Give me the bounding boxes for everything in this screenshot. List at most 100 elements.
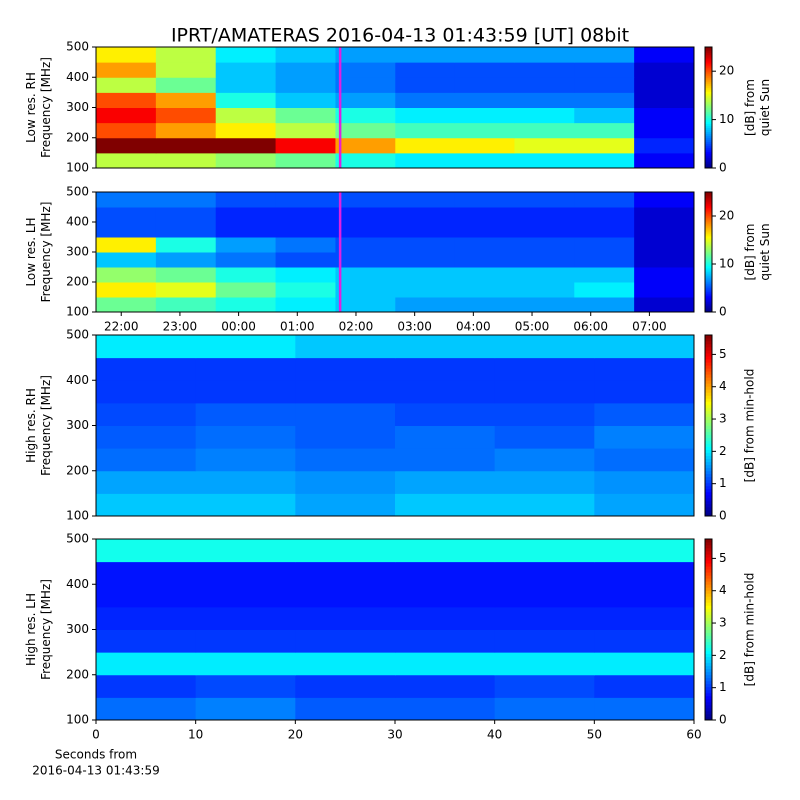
colorbar-step bbox=[705, 258, 712, 261]
colorbar-step bbox=[705, 65, 712, 68]
colorbar-step bbox=[705, 59, 712, 62]
heatmap-cell bbox=[96, 357, 197, 381]
colorbar-step bbox=[705, 458, 712, 463]
colorbar-step bbox=[705, 228, 712, 231]
heatmap-cell bbox=[454, 137, 515, 154]
colorbar-step bbox=[705, 437, 712, 441]
colorbar-step bbox=[705, 71, 712, 74]
colorbar-step bbox=[705, 282, 712, 285]
heatmap-cell bbox=[155, 152, 217, 169]
colorbar-tick-label: 20 bbox=[719, 209, 734, 223]
heatmap-cell bbox=[494, 402, 595, 426]
colorbar-step bbox=[705, 137, 712, 141]
colorbar-frame bbox=[704, 191, 713, 313]
heatmap-cell bbox=[195, 448, 296, 472]
colorbar-step bbox=[705, 214, 712, 217]
heatmap-cell bbox=[96, 192, 157, 208]
colorbar-step bbox=[705, 554, 712, 558]
heatmap-cell bbox=[574, 237, 635, 253]
heatmap-cell bbox=[275, 192, 336, 208]
heatmap-cell bbox=[195, 629, 296, 653]
colorbar-label: [dB] from min-hold bbox=[743, 369, 757, 483]
colorbar-tick-label: 2 bbox=[719, 444, 727, 458]
y-tick-label: 100 bbox=[66, 161, 89, 175]
heatmap-cell bbox=[195, 380, 296, 404]
colorbar-step bbox=[705, 626, 712, 630]
colorbar-step bbox=[705, 395, 712, 399]
heatmap-cell bbox=[155, 282, 217, 298]
colorbar-step bbox=[705, 638, 712, 642]
colorbar-step bbox=[705, 47, 712, 50]
heatmap-cell bbox=[574, 77, 635, 93]
x-tick-label: 03:00 bbox=[397, 320, 432, 334]
colorbar-step bbox=[705, 659, 712, 664]
heatmap-cell bbox=[594, 470, 695, 494]
colorbar-step bbox=[705, 294, 712, 297]
colorbar-step bbox=[705, 143, 712, 147]
colorbar-step bbox=[705, 365, 712, 369]
colorbar-step bbox=[705, 416, 712, 420]
colorbar-step bbox=[705, 284, 712, 287]
y-tick-label: 300 bbox=[66, 418, 89, 432]
heatmap-cell bbox=[215, 77, 277, 93]
colorbar-step bbox=[705, 509, 712, 514]
colorbar-tick-label: 3 bbox=[719, 616, 727, 630]
colorbar-tick-label: 4 bbox=[719, 583, 727, 597]
colorbar-step bbox=[705, 542, 712, 546]
colorbar-step bbox=[705, 362, 712, 366]
heatmap-cell bbox=[295, 402, 396, 426]
heatmap-cell bbox=[96, 47, 157, 63]
heatmap-cell bbox=[275, 252, 336, 268]
heatmap-cell bbox=[395, 122, 456, 139]
colorbar-step bbox=[705, 374, 712, 378]
heatmap-cell bbox=[195, 493, 296, 517]
heatmap-cell bbox=[594, 335, 695, 359]
colorbar-step bbox=[705, 512, 712, 517]
heatmap-cell bbox=[96, 470, 197, 494]
colorbar-tick-label: 2 bbox=[719, 648, 727, 662]
heatmap-cell bbox=[594, 561, 695, 585]
heatmap-cell bbox=[634, 237, 695, 253]
x-tick-label: 50 bbox=[587, 728, 602, 742]
y-tick-label: 500 bbox=[66, 40, 89, 54]
heatmap-cell bbox=[454, 62, 515, 78]
heatmap-cell bbox=[494, 606, 595, 630]
heatmap-cell bbox=[96, 606, 197, 630]
colorbar-step bbox=[705, 79, 712, 82]
heatmap-cell bbox=[494, 470, 595, 494]
y-tick-label: 200 bbox=[66, 130, 89, 144]
heatmap-cell bbox=[335, 282, 396, 298]
colorbar-step bbox=[705, 575, 712, 579]
heatmap-cell bbox=[155, 107, 217, 124]
heatmap-cell bbox=[155, 137, 217, 154]
heatmap-cell bbox=[594, 539, 695, 563]
heatmap-cell bbox=[494, 697, 595, 721]
y-tick-label: 500 bbox=[66, 532, 89, 546]
heatmap-cell bbox=[634, 282, 695, 298]
colorbar-step bbox=[705, 230, 712, 233]
colorbar-step bbox=[705, 240, 712, 243]
heatmap-cell bbox=[295, 561, 396, 585]
colorbar-step bbox=[705, 566, 712, 570]
colorbar-tick-label: 5 bbox=[719, 551, 727, 565]
heatmap-cell bbox=[594, 674, 695, 698]
colorbar-step bbox=[705, 389, 712, 393]
colorbar-step bbox=[705, 545, 712, 549]
colorbar-step bbox=[705, 359, 712, 363]
colorbar-step bbox=[705, 296, 712, 299]
heatmap-cell bbox=[454, 192, 515, 208]
colorbar-step bbox=[705, 434, 712, 438]
colorbar-step bbox=[705, 107, 712, 110]
y-tick-label: 200 bbox=[66, 275, 89, 289]
heatmap-cell bbox=[454, 122, 515, 139]
colorbar-step bbox=[705, 557, 712, 561]
heatmap-cell bbox=[295, 425, 396, 449]
colorbar-step bbox=[705, 276, 712, 279]
heatmap-cell bbox=[454, 152, 515, 169]
heatmap-cell bbox=[594, 697, 695, 721]
colorbar-step bbox=[705, 274, 712, 277]
heatmap-cell bbox=[195, 335, 296, 359]
colorbar-step bbox=[705, 280, 712, 283]
colorbar-step bbox=[705, 127, 712, 131]
heatmap-cell bbox=[395, 152, 456, 169]
